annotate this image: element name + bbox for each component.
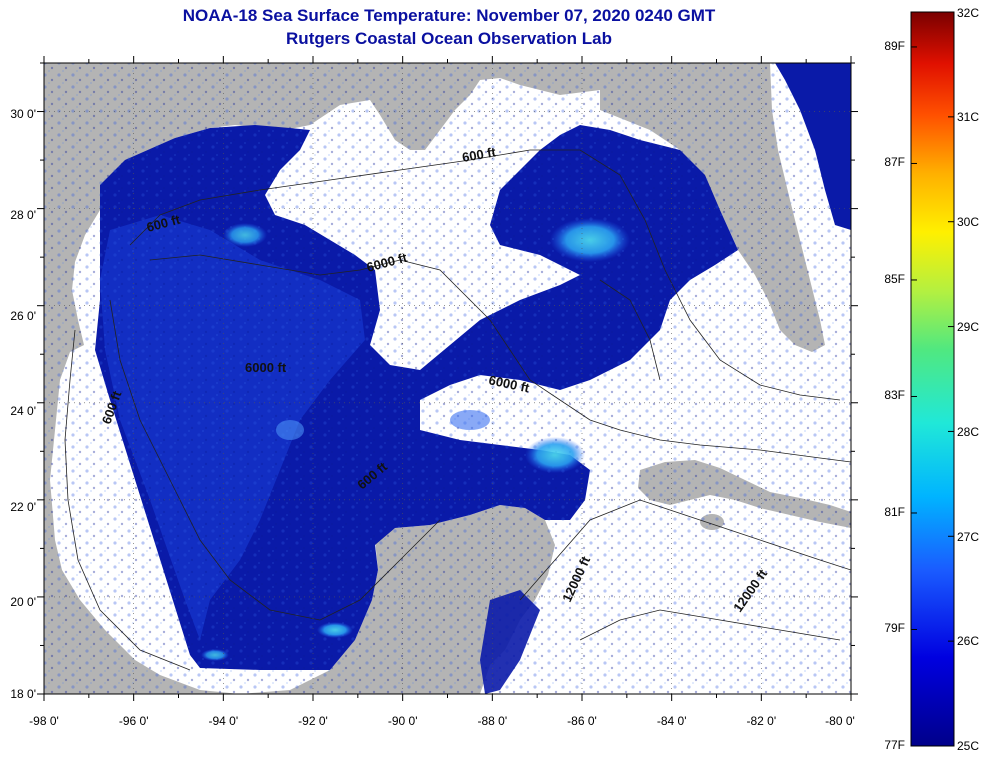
lat-label: 24 0'	[10, 404, 36, 418]
lon-label: -94 0'	[208, 714, 238, 728]
longitude-axis: -98 0' -96 0' -94 0' -92 0' -90 0' -88 0…	[29, 714, 855, 728]
lat-label: 18 0'	[10, 687, 36, 701]
contour-label: 600 ft	[461, 144, 498, 165]
sst-swath	[44, 63, 851, 694]
lat-label: 30 0'	[10, 107, 36, 121]
lon-label: -86 0'	[567, 714, 597, 728]
latitude-axis: 30 0' 28 0' 26 0' 24 0' 22 0' 20 0' 18 0…	[10, 107, 36, 701]
lon-label: -90 0'	[388, 714, 418, 728]
lon-label: -82 0'	[746, 714, 776, 728]
lat-label: 22 0'	[10, 500, 36, 514]
lon-label: -92 0'	[298, 714, 328, 728]
lon-label: -98 0'	[29, 714, 59, 728]
axis-ticks	[37, 56, 858, 701]
lat-label: 28 0'	[10, 208, 36, 222]
map-title: NOAA-18 Sea Surface Temperature: Novembe…	[182, 6, 716, 25]
bathymetry-contours	[64, 149, 851, 671]
map-subtitle: Rutgers Coastal Ocean Observation Lab	[286, 29, 612, 48]
lat-label: 26 0'	[10, 309, 36, 323]
contour-label: 6000 ft	[245, 360, 287, 375]
lon-label: -80 0'	[825, 714, 855, 728]
lon-label: -84 0'	[657, 714, 687, 728]
lat-label: 20 0'	[10, 595, 36, 609]
graticule	[44, 63, 851, 694]
lon-label: -88 0'	[477, 714, 507, 728]
lon-label: -96 0'	[119, 714, 149, 728]
